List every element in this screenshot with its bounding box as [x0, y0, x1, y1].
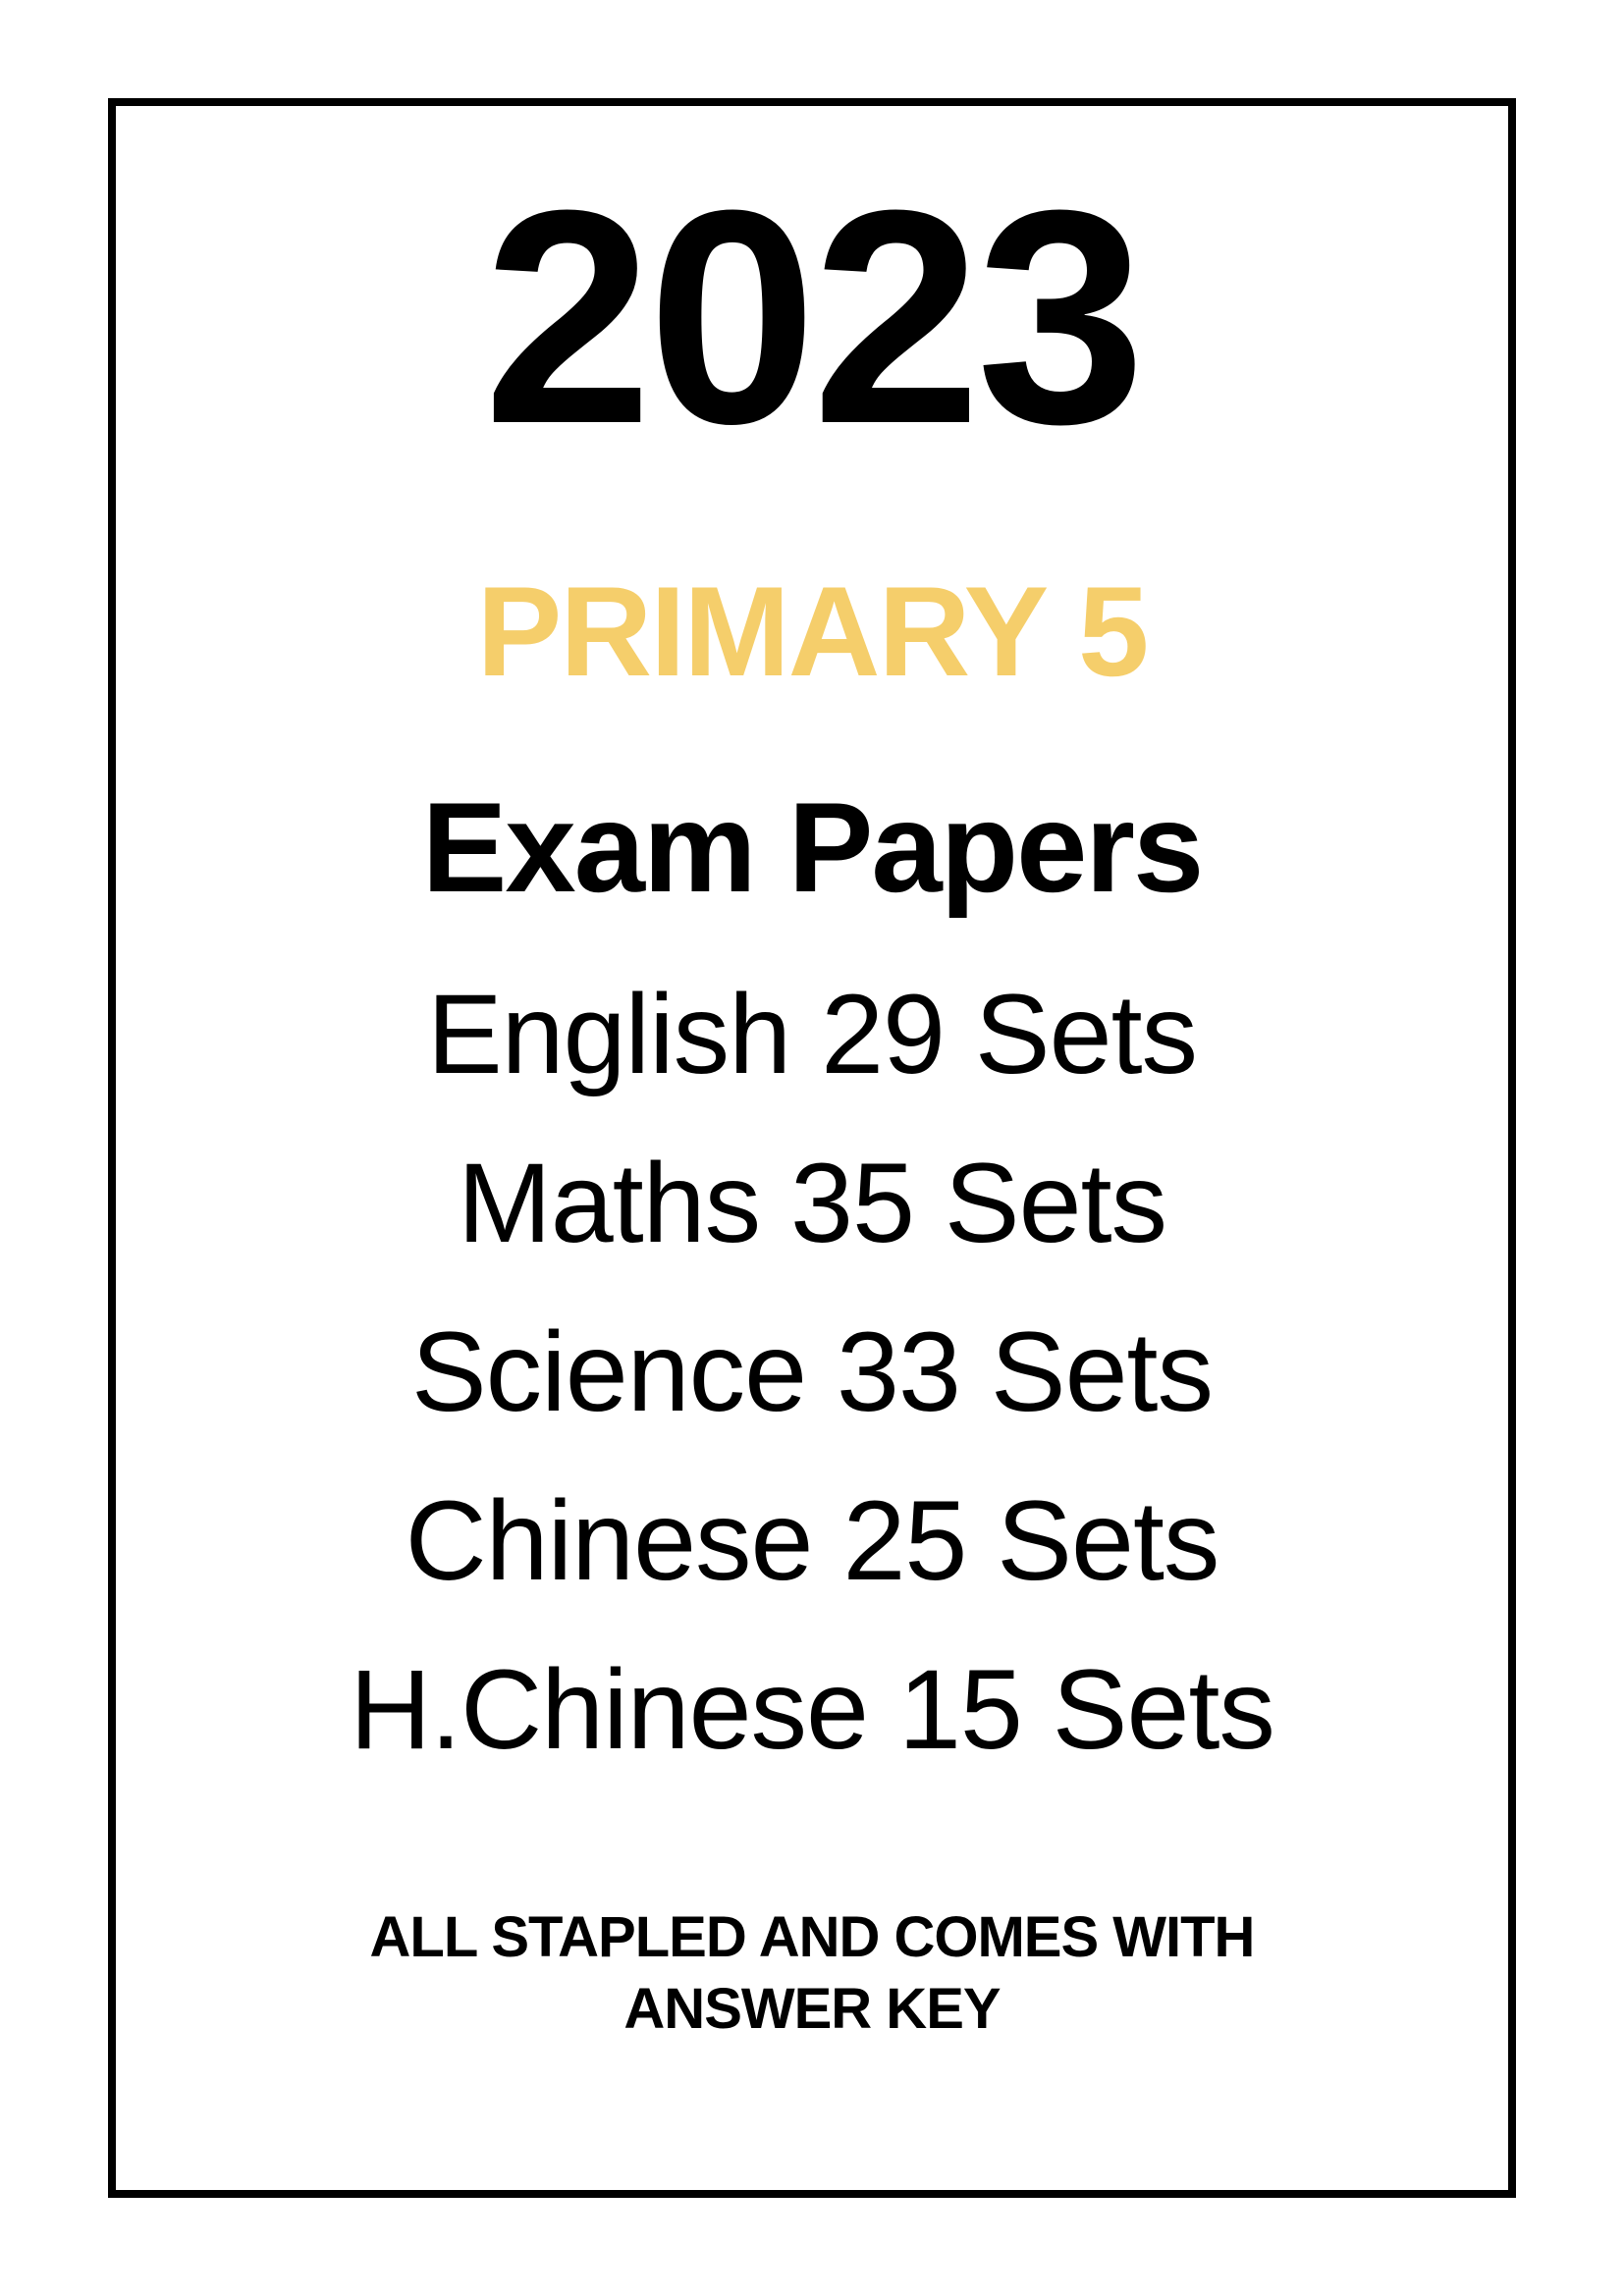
subject-item: Chinese 25 Sets	[406, 1476, 1219, 1606]
title-heading: Exam Papers	[422, 774, 1203, 921]
subject-item: Science 33 Sets	[411, 1308, 1213, 1437]
subject-item: H.Chinese 15 Sets	[350, 1645, 1274, 1775]
footer-note: ALL STAPLED AND COMES WITH ANSWER KEY	[370, 1902, 1255, 2045]
year-heading: 2023	[483, 165, 1141, 469]
page-border: 2023 PRIMARY 5 Exam Papers English 29 Se…	[108, 98, 1516, 2198]
subjects-list: English 29 Sets Maths 35 Sets Science 33…	[350, 970, 1274, 1775]
footer-line-2: ANSWER KEY	[370, 1974, 1255, 2046]
footer-line-1: ALL STAPLED AND COMES WITH	[370, 1902, 1255, 1974]
subject-item: English 29 Sets	[427, 970, 1197, 1099]
level-heading: PRIMARY 5	[477, 558, 1148, 705]
subject-item: Maths 35 Sets	[458, 1139, 1166, 1268]
